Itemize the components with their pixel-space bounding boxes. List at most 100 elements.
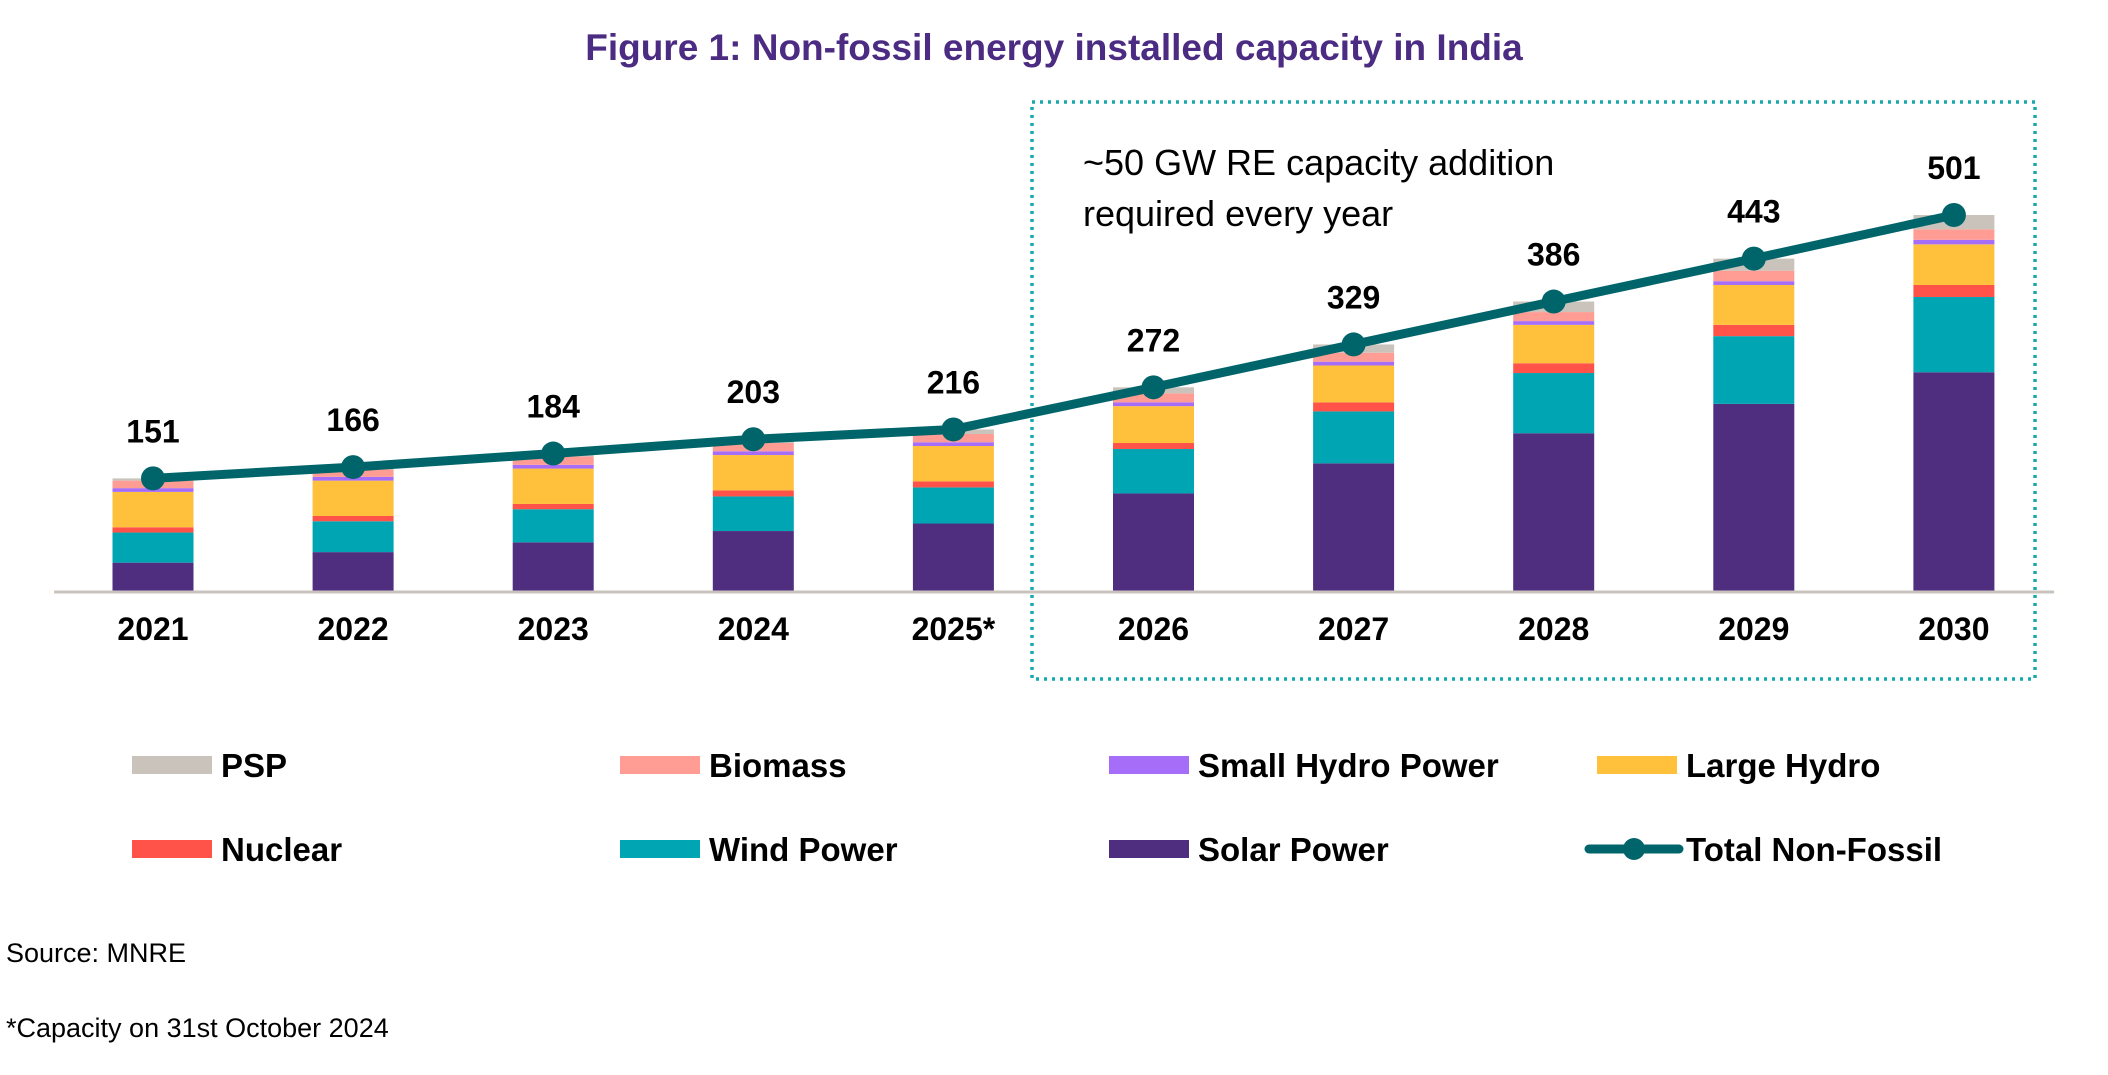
- bar-wind-power-2028: [1513, 373, 1595, 434]
- total-label-2025: 216: [927, 364, 980, 400]
- bar-wind-power-2021: [112, 532, 194, 563]
- legend-swatch: [620, 840, 700, 858]
- bar-nuclear-2027: [1313, 402, 1395, 412]
- legend-swatch: [620, 756, 700, 774]
- bar-large-hydro-2025: [912, 446, 994, 482]
- bar-nuclear-2022: [312, 515, 394, 522]
- total-label-2028: 386: [1527, 237, 1580, 273]
- legend-item-nuclear: Nuclear: [132, 831, 342, 868]
- bar-wind-power-2023: [512, 509, 594, 543]
- bar-small-hydro-power-2024: [712, 451, 794, 456]
- total-point-2026: [1141, 375, 1166, 400]
- legend-item-large-hydro: Large Hydro: [1597, 747, 1880, 784]
- footnote: *Capacity on 31st October 2024: [6, 1013, 389, 1043]
- bar-nuclear-2028: [1513, 363, 1595, 374]
- bar-small-hydro-power-2030: [1913, 239, 1995, 245]
- legend-marker-swatch: [1623, 838, 1645, 860]
- bar-solar-power-2030: [1913, 372, 1995, 592]
- legend-item-wind-power: Wind Power: [620, 831, 898, 868]
- total-label-2029: 443: [1727, 194, 1780, 230]
- bar-large-hydro-2027: [1313, 365, 1395, 403]
- x-tick-label-2023: 2023: [518, 611, 589, 647]
- total-point-2023: [541, 441, 566, 466]
- x-tick-label-2027: 2027: [1318, 611, 1389, 647]
- total-label-2026: 272: [1127, 322, 1180, 358]
- bar-small-hydro-power-2027: [1313, 361, 1395, 366]
- legend-item-small-hydro-power: Small Hydro Power: [1109, 747, 1499, 784]
- bar-small-hydro-power-2025: [912, 442, 994, 447]
- bar-wind-power-2024: [712, 496, 794, 532]
- total-label-2027: 329: [1327, 279, 1380, 315]
- total-label-2024: 203: [727, 374, 780, 410]
- legend-item-total-non-fossil: Total Non-Fossil: [1584, 831, 1942, 868]
- x-tick-label-2022: 2022: [318, 611, 389, 647]
- bar-large-hydro-2029: [1713, 284, 1795, 325]
- bar-biomass-2029: [1713, 270, 1795, 282]
- x-tick-label-2029: 2029: [1718, 611, 1789, 647]
- total-label-2022: 166: [326, 402, 379, 438]
- x-tick-label-2025: 2025*: [912, 611, 996, 647]
- bar-biomass-2028: [1513, 312, 1595, 322]
- bar-solar-power-2024: [712, 531, 794, 592]
- x-tick-label-2024: 2024: [718, 611, 789, 647]
- legend-swatch: [132, 756, 212, 774]
- legend-item-solar-power: Solar Power: [1109, 831, 1389, 868]
- bar-solar-power-2025: [912, 523, 994, 592]
- legend-swatch: [1597, 756, 1677, 774]
- annotation-line-2: required every year: [1083, 193, 1393, 234]
- bar-solar-power-2026: [1113, 493, 1194, 592]
- bar-solar-power-2027: [1313, 463, 1395, 592]
- bar-solar-power-2023: [512, 542, 594, 592]
- bar-nuclear-2024: [712, 490, 794, 497]
- legend-label: Total Non-Fossil: [1686, 831, 1942, 868]
- bar-large-hydro-2021: [112, 491, 194, 528]
- total-data-labels: 151 166 184 203 216 272 329 386 443 501: [126, 150, 1980, 449]
- bar-biomass-2027: [1313, 352, 1395, 362]
- legend-label: PSP: [221, 747, 287, 784]
- total-label-2023: 184: [527, 389, 581, 425]
- total-point-2024: [741, 427, 766, 452]
- bar-wind-power-2027: [1313, 411, 1395, 464]
- annotation-box: [1030, 100, 2037, 681]
- x-tick-label-2026: 2026: [1118, 611, 1189, 647]
- legend-swatch: [132, 840, 212, 858]
- x-tick-label-2021: 2021: [117, 611, 188, 647]
- total-point-2022: [341, 455, 366, 480]
- legend-label: Solar Power: [1198, 831, 1389, 868]
- legend-label: Small Hydro Power: [1198, 747, 1499, 784]
- bar-wind-power-2022: [312, 521, 394, 553]
- legend-swatch: [1109, 840, 1189, 858]
- bar-stacks: [112, 215, 1995, 592]
- total-point-2028: [1541, 289, 1566, 314]
- legend-swatch: [1109, 756, 1189, 774]
- legend-label: Nuclear: [221, 831, 342, 868]
- bar-large-hydro-2022: [312, 480, 394, 516]
- bar-nuclear-2029: [1713, 324, 1795, 337]
- bar-small-hydro-power-2029: [1713, 281, 1795, 285]
- total-point-2030: [1941, 203, 1966, 227]
- bar-wind-power-2026: [1113, 449, 1194, 494]
- x-tick-label-2030: 2030: [1918, 611, 1989, 647]
- chart-title: Figure 1: Non-fossil energy installed ca…: [585, 27, 1523, 68]
- bar-solar-power-2029: [1713, 403, 1795, 592]
- bar-large-hydro-2028: [1513, 324, 1595, 364]
- bar-small-hydro-power-2023: [512, 464, 594, 469]
- total-point-2021: [141, 466, 165, 491]
- bar-wind-power-2030: [1913, 297, 1995, 373]
- bar-nuclear-2030: [1913, 284, 1995, 298]
- bar-large-hydro-2030: [1913, 244, 1995, 285]
- bar-wind-power-2025: [912, 487, 994, 524]
- legend-label: Large Hydro: [1686, 747, 1880, 784]
- bar-large-hydro-2026: [1113, 406, 1194, 444]
- bar-small-hydro-power-2026: [1113, 402, 1194, 407]
- x-tick-labels: 2021 2022 2023 2024 2025* 2026 2027 2028 2029 203…: [117, 611, 1989, 647]
- total-label-2021: 151: [126, 413, 179, 449]
- bar-nuclear-2023: [512, 503, 594, 510]
- bar-large-hydro-2024: [712, 455, 794, 491]
- total-label-2030: 501: [1927, 150, 1980, 186]
- bar-nuclear-2025: [912, 481, 994, 488]
- bar-solar-power-2022: [312, 552, 394, 592]
- bar-biomass-2030: [1913, 229, 1995, 240]
- bar-wind-power-2029: [1713, 336, 1795, 404]
